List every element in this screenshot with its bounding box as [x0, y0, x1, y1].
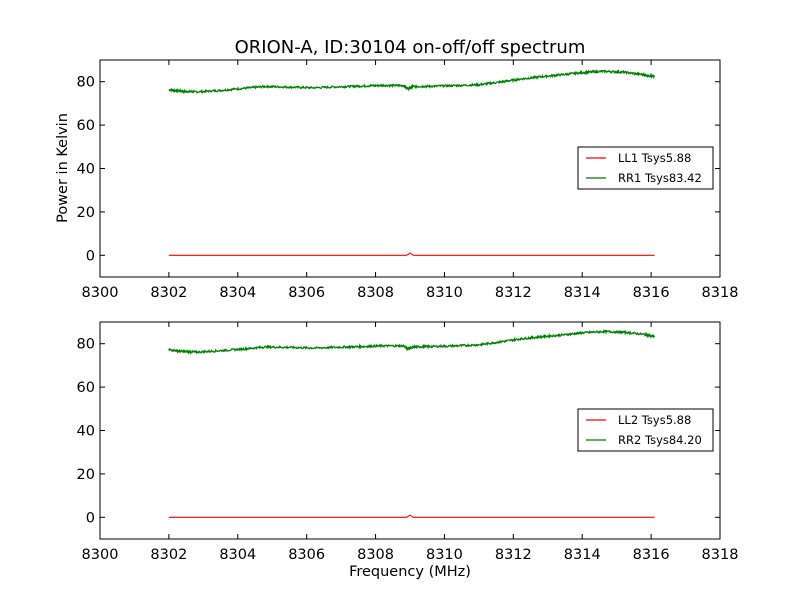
x-tick-label: 8300	[82, 285, 119, 301]
x-tick-label: 8302	[150, 285, 187, 301]
x-tick-label: 8312	[495, 285, 532, 301]
x-tick-label: 8304	[219, 547, 256, 563]
legend-box	[577, 146, 714, 190]
x-tick-label: 8314	[564, 547, 601, 563]
series-line-rr1	[168, 68, 655, 95]
legend-box	[577, 408, 714, 452]
legend: LL2 Tsys5.88 RR2 Tsys84.20	[577, 408, 714, 452]
x-tick-label: 8306	[288, 547, 325, 563]
y-tick-label: 20	[77, 467, 95, 483]
legend-entry: LL1 Tsys5.88	[618, 151, 691, 165]
x-tick-label: 8310	[426, 285, 463, 301]
y-axis-label: Power in Kelvin	[55, 113, 71, 223]
x-tick-label: 8318	[702, 547, 739, 563]
y-tick-label: 40	[77, 162, 95, 178]
x-tick-label: 8318	[702, 285, 739, 301]
x-tick-label: 8300	[82, 547, 119, 563]
legend-entry: RR1 Tsys83.42	[618, 171, 702, 185]
y-tick-label: 0	[86, 248, 95, 264]
x-tick-label: 8310	[426, 547, 463, 563]
x-tick-label: 8314	[564, 285, 601, 301]
legend-entry: RR2 Tsys84.20	[618, 433, 702, 447]
legend-entry: LL2 Tsys5.88	[618, 413, 691, 427]
x-tick-label: 8312	[495, 547, 532, 563]
series-line-ll2	[168, 514, 655, 518]
x-tick-label: 8302	[150, 547, 187, 563]
y-tick-label: 60	[77, 118, 95, 134]
legend: LL1 Tsys5.88 RR1 Tsys83.42	[577, 146, 714, 190]
y-tick-label: 80	[77, 75, 95, 91]
x-tick-label: 8308	[357, 285, 394, 301]
bottom-panel: 8300 8302 8304 8306 8308 8310 8312 8314 8316 8318…	[77, 321, 739, 563]
y-tick-label: 80	[77, 337, 95, 353]
y-tick-label: 0	[86, 510, 95, 526]
x-tick-label: 8316	[633, 547, 670, 563]
y-tick-label: 40	[77, 424, 95, 440]
chart-title: ORION-A, ID:30104 on-off/off spectrum	[235, 37, 586, 58]
y-tick-label: 20	[77, 205, 95, 221]
series-line-rr2	[168, 328, 656, 356]
x-tick-label: 8304	[219, 285, 256, 301]
y-tick-label: 60	[77, 380, 95, 396]
x-tick-label: 8316	[633, 285, 670, 301]
x-tick-label: 8306	[288, 285, 325, 301]
x-tick-label: 8308	[357, 547, 394, 563]
series-line-ll1	[168, 252, 655, 256]
x-axis-label: Frequency (MHz)	[349, 564, 471, 580]
top-panel: 8300 8302 8304 8306 8308 8310 8312 8314 8316 8318…	[77, 59, 739, 301]
